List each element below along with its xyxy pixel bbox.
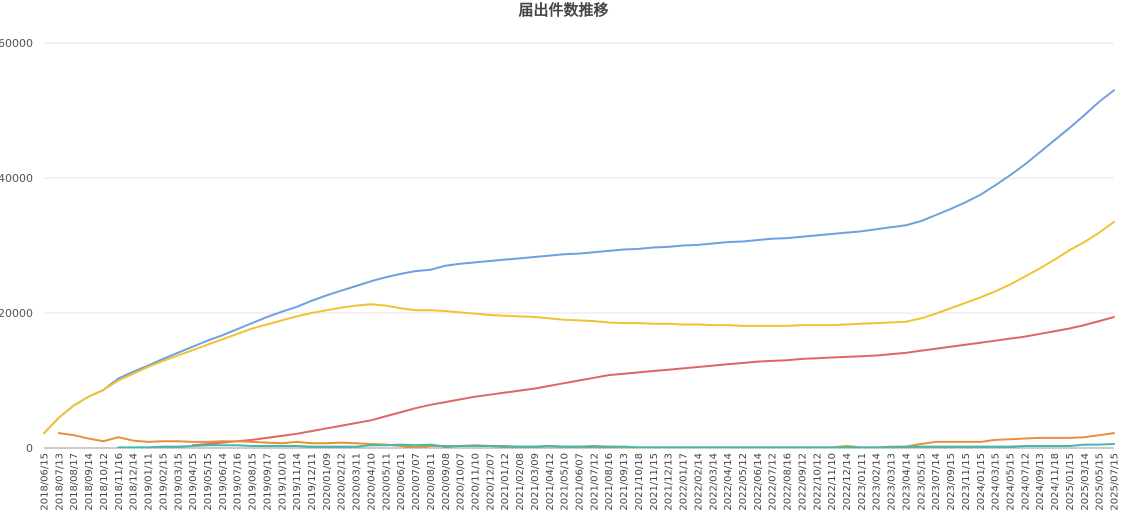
x-tick-label: 2023/02/14 [872,453,883,511]
x-tick-label: 2022/04/14 [723,453,734,511]
x-tick-label: 2018/10/12 [99,453,110,511]
x-tick-label: 2023/07/14 [931,453,942,511]
x-tick-label: 2018/12/14 [129,453,140,511]
x-tick-label: 2020/05/11 [381,453,392,511]
x-tick-label: 2020/04/10 [366,453,377,511]
x-tick-label: 2021/07/12 [589,453,600,511]
x-tick-label: 2023/04/14 [901,453,912,511]
x-tick-label: 2019/11/14 [292,453,303,511]
x-tick-label: 2019/07/16 [233,453,244,511]
x-tick-label: 2021/01/12 [500,453,511,511]
x-tick-label: 2021/02/08 [515,453,526,511]
x-tick-label: 2022/08/16 [783,453,794,511]
gridlines [44,42,1114,449]
x-tick-label: 2025/01/15 [1065,453,1076,511]
x-tick-label: 2018/07/13 [54,453,65,511]
x-tick-label: 2020/12/07 [485,453,496,511]
x-tick-label: 2021/03/09 [530,453,541,511]
x-tick-label: 2019/05/15 [203,453,214,511]
x-tick-label: 2022/03/14 [708,453,719,511]
x-tick-label: 2023/09/15 [946,453,957,511]
x-axis-ticks: 2018/06/15 2018/07/13 2018/08/17 2018/09/14… [40,453,1121,511]
x-tick-label: 2025/07/15 [1110,453,1121,511]
x-tick-label: 2022/11/10 [827,453,838,511]
series-line-2 [43,220,1115,435]
x-tick-label: 2024/03/15 [991,453,1002,511]
chart-title: 届出件数推移 [518,1,609,19]
x-tick-label: 2022/06/14 [753,453,764,511]
x-tick-label: 2022/09/12 [797,453,808,511]
y-tick-label: 0 [26,442,33,455]
series-line-3 [191,316,1115,447]
x-tick-label: 2020/08/11 [426,453,437,511]
x-tick-label: 2022/02/14 [693,453,704,511]
x-tick-label: 2021/09/13 [619,453,630,511]
series-lines [43,89,1115,449]
x-tick-label: 2024/09/13 [1035,453,1046,511]
x-tick-label: 2019/10/10 [277,453,288,511]
x-tick-label: 2018/08/17 [69,453,80,511]
x-tick-label: 2019/01/11 [144,453,155,511]
x-tick-label: 2020/11/10 [470,453,481,511]
x-tick-label: 2020/06/11 [396,453,407,511]
x-tick-label: 2019/12/11 [307,453,318,511]
x-tick-label: 2021/10/18 [634,453,645,511]
x-tick-label: 2023/01/11 [857,453,868,511]
x-tick-label: 2019/03/15 [173,453,184,511]
x-tick-label: 2018/09/14 [84,453,95,511]
x-tick-label: 2024/11/18 [1050,453,1061,511]
x-tick-label: 2024/07/12 [1020,453,1031,511]
x-tick-label: 2025/05/15 [1095,453,1106,511]
x-tick-label: 2021/04/12 [545,453,556,511]
x-tick-label: 2019/02/15 [158,453,169,511]
x-tick-label: 2021/11/15 [649,453,660,511]
x-tick-label: 2020/01/09 [322,453,333,511]
x-tick-label: 2018/11/16 [114,453,125,511]
x-tick-label: 2022/05/12 [738,453,749,511]
x-tick-label: 2022/10/12 [812,453,823,511]
x-tick-label: 2023/05/15 [916,453,927,511]
y-tick-label: 20000 [0,307,33,320]
x-tick-label: 2022/07/12 [768,453,779,511]
x-tick-label: 2024/01/15 [976,453,987,511]
x-tick-label: 2018/06/15 [40,453,51,511]
x-tick-label: 2019/08/15 [248,453,259,511]
x-tick-label: 2025/03/14 [1080,453,1091,511]
x-tick-label: 2023/03/13 [887,453,898,511]
x-tick-label: 2020/09/08 [441,453,452,511]
y-tick-label: 40000 [0,172,33,185]
x-tick-label: 2023/11/15 [961,453,972,511]
series-line-1 [43,89,1115,435]
series-line-5 [117,442,1115,449]
x-tick-label: 2020/02/12 [337,453,348,511]
x-tick-label: 2022/01/17 [679,453,690,511]
x-tick-label: 2019/09/17 [262,453,273,511]
x-tick-label: 2020/03/11 [352,453,363,511]
x-tick-label: 2020/10/07 [456,453,467,511]
x-tick-label: 2019/04/15 [188,453,199,511]
x-tick-label: 2020/07/07 [411,453,422,511]
x-tick-label: 2019/06/14 [218,453,229,511]
x-tick-label: 2024/05/15 [1005,453,1016,511]
x-tick-label: 2022/12/14 [842,453,853,511]
x-tick-label: 2021/12/13 [664,453,675,511]
y-tick-label: 60000 [0,37,33,50]
y-axis-ticks: 0 20000 40000 60000 [0,37,33,455]
x-tick-label: 2021/08/16 [604,453,615,511]
x-tick-label: 2021/05/10 [560,453,571,511]
x-tick-label: 2021/06/07 [575,453,586,511]
